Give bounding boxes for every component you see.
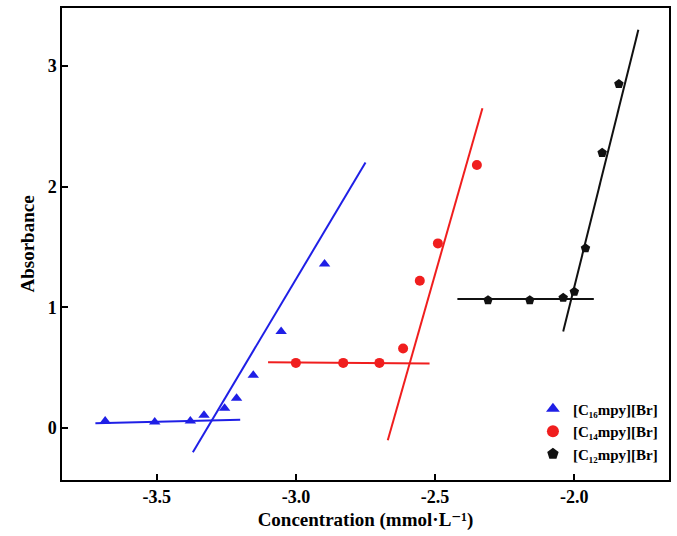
svg-text:Absorbance: Absorbance [17,195,38,292]
svg-text:2: 2 [48,177,57,197]
svg-text:0: 0 [48,418,57,438]
svg-text:[C₁₄mpy][Br]: [C₁₄mpy][Br] [573,424,658,440]
svg-text:-3.0: -3.0 [282,487,311,507]
svg-text:3: 3 [48,56,57,76]
svg-text:[C₁₆mpy][Br]: [C₁₆mpy][Br] [573,402,658,418]
svg-text:Concentration (mmol·L⁻¹): Concentration (mmol·L⁻¹) [258,509,474,531]
svg-text:-2.5: -2.5 [421,487,450,507]
svg-text:[C₁₂mpy][Br]: [C₁₂mpy][Br] [573,447,658,463]
svg-text:-2.0: -2.0 [560,487,589,507]
svg-text:-3.5: -3.5 [142,487,171,507]
svg-text:1: 1 [48,298,57,318]
